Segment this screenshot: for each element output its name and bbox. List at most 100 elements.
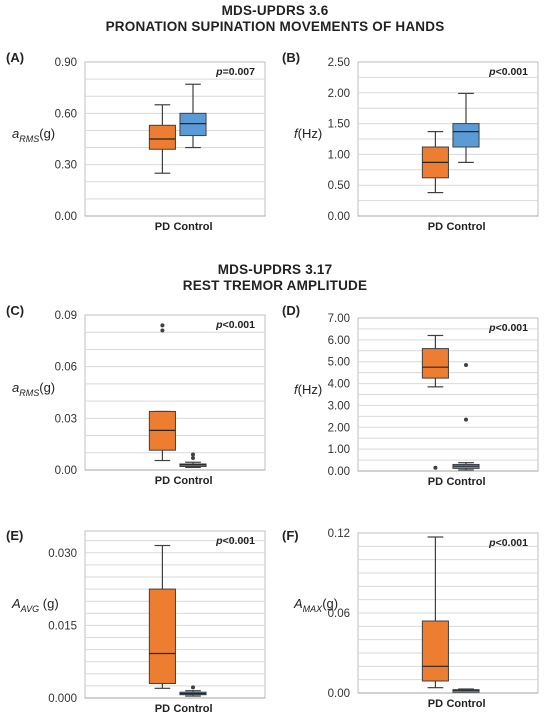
y-tick-label: 2.00	[328, 88, 350, 100]
x-category-label: PD	[428, 698, 443, 710]
box-control	[179, 452, 207, 469]
section-title-1-line2: PRONATION SUPINATION MOVEMENTS OF HANDS	[105, 19, 445, 34]
x-category-label: Control	[446, 221, 485, 233]
y-axis-label-symbol: A	[11, 596, 21, 611]
box-control	[179, 83, 207, 149]
y-tick-label: 0.06	[328, 608, 350, 620]
y-tick-label: 0.00	[328, 211, 350, 223]
y-tick-label: 0.30	[55, 160, 77, 172]
panel-label: (A)	[6, 50, 24, 65]
section-title-2: MDS-UPDRS 3.17 REST TREMOR AMPLITUDE	[0, 262, 550, 294]
outlier-point	[191, 685, 195, 690]
y-tick-label: 0.60	[55, 108, 77, 120]
y-axis-label-subscript: MAX	[303, 604, 324, 614]
box-pd	[148, 323, 176, 462]
y-axis-label-unit: (Hz)	[298, 382, 323, 397]
outlier-point	[191, 452, 195, 457]
p-value-annotation: p<0.001	[215, 535, 255, 547]
p-symbol: p	[215, 535, 223, 547]
box-pd	[421, 536, 449, 689]
p-value-text: <0.001	[496, 537, 529, 549]
y-tick-label: 2.00	[328, 422, 350, 434]
x-category-label: Control	[173, 475, 212, 487]
y-axis-label-subscript: RMS	[19, 388, 39, 398]
y-tick-label: 0.000	[48, 693, 77, 705]
outlier-point	[160, 328, 165, 333]
panel-label: (C)	[6, 303, 24, 318]
y-axis-label-unit: (Hz)	[298, 126, 323, 141]
y-tick-label: 0.00	[55, 465, 77, 477]
box-control	[179, 685, 207, 697]
p-value-annotation: p<0.001	[488, 537, 528, 549]
box-pd	[421, 334, 449, 470]
outlier-point	[191, 455, 195, 460]
section-title-2-line2: REST TREMOR AMPLITUDE	[182, 278, 368, 293]
y-axis-label: aRMS(g)	[12, 380, 55, 398]
box-control	[452, 92, 480, 164]
x-category-label: PD	[155, 221, 170, 233]
p-symbol: p	[488, 322, 496, 334]
y-axis-label: f(Hz)	[294, 126, 322, 141]
y-axis-label-symbol: A	[293, 596, 303, 611]
y-axis-label-subscript: AVG	[20, 604, 40, 614]
p-symbol: p	[215, 66, 223, 78]
p-symbol: p	[488, 66, 496, 78]
p-symbol: p	[215, 319, 223, 331]
y-tick-label: 3.00	[328, 400, 350, 412]
box-iqr	[179, 112, 207, 137]
x-category-label: Control	[173, 703, 212, 715]
y-tick-label: 6.00	[328, 335, 350, 347]
box-iqr	[421, 620, 449, 682]
box-pd	[148, 544, 176, 689]
chart-panel-f: 0.00 0.06 0.12 PD Control p<0.001 (F) AMAX(g)	[282, 528, 539, 710]
box-iqr	[421, 348, 449, 379]
y-axis-label-symbol: f	[294, 382, 299, 397]
y-tick-label: 1.00	[328, 444, 350, 456]
p-value-annotation: p<0.001	[488, 322, 528, 334]
outlier-point	[464, 362, 468, 367]
box-iqr	[148, 124, 176, 150]
x-category-label: PD	[155, 475, 170, 487]
chart-panel-c: 0.00 0.03 0.06 0.09 PD Control p<0.001 (C) aRMS(…	[6, 303, 266, 487]
p-value-annotation: p=0.007	[215, 66, 255, 78]
p-value-text: <0.001	[223, 319, 256, 331]
panel-label: (B)	[282, 50, 300, 65]
p-value-annotation: p<0.001	[488, 66, 528, 78]
outlier-point	[464, 417, 468, 422]
y-axis-label-unit: (g)	[39, 380, 55, 395]
panel-label: (D)	[282, 303, 300, 318]
chart-panel-d: 0.00 1.00 2.00 3.00 4.00 5.00 6.00 7.00 PD Contro…	[282, 303, 539, 488]
y-tick-label: 0.12	[328, 528, 350, 540]
y-axis-label-symbol: f	[294, 126, 299, 141]
panel-label: (F)	[282, 528, 299, 543]
p-value-text: <0.001	[223, 535, 256, 547]
y-tick-label: 0.00	[328, 688, 350, 700]
y-tick-label: 0.00	[55, 211, 77, 223]
y-tick-label: 1.00	[328, 149, 350, 161]
box-control	[452, 362, 480, 471]
y-tick-label: 2.50	[328, 57, 350, 69]
section-title-2-line1: MDS-UPDRS 3.17	[217, 262, 333, 277]
y-axis-label-unit: (g)	[322, 596, 338, 611]
x-category-label: PD	[428, 221, 443, 233]
x-category-label: Control	[446, 476, 485, 488]
y-axis-label: f(Hz)	[294, 382, 322, 397]
section-title-1-line1: MDS-UPDRS 3.6	[221, 3, 329, 18]
p-value-text: <0.001	[496, 66, 529, 78]
y-axis-label-unit: (g)	[39, 126, 55, 141]
p-value-text: <0.001	[496, 322, 529, 334]
chart-panel-b: 0.00 0.50 1.00 1.50 2.00 2.50 PD Control p<0.001…	[282, 50, 539, 233]
y-axis-label: aRMS(g)	[12, 126, 55, 144]
y-axis-label: AAVG (g)	[11, 596, 59, 614]
p-value-annotation: p<0.001	[215, 319, 255, 331]
chart-panel-a: 0.00 0.30 0.60 0.90 PD Control p=0.007 (A) aRMS(…	[6, 50, 266, 233]
y-tick-label: 4.00	[328, 379, 350, 391]
box-pd	[421, 131, 449, 194]
box-control	[452, 688, 480, 693]
outlier-point	[160, 323, 165, 328]
y-tick-label: 1.50	[328, 119, 350, 131]
y-axis-label-symbol: a	[12, 126, 19, 141]
x-category-label: PD	[155, 703, 170, 715]
y-tick-label: 7.00	[328, 313, 350, 325]
